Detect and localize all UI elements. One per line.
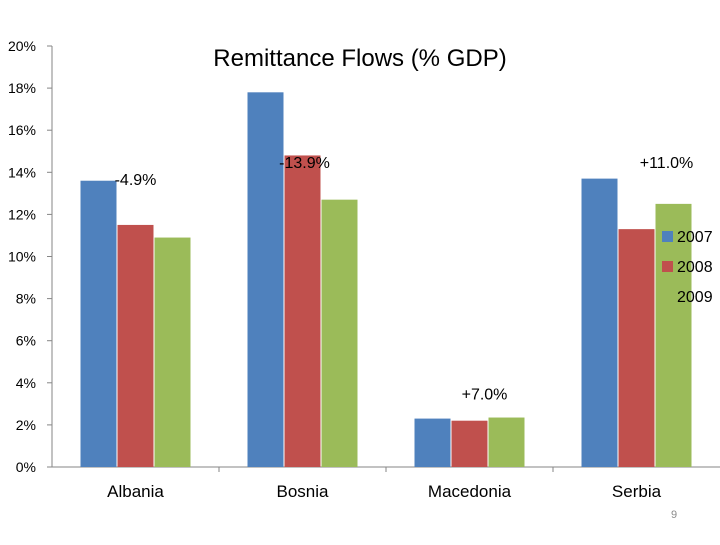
bar-2008-albania xyxy=(117,224,154,467)
y-tick-label: 12% xyxy=(8,206,36,222)
y-tick-label: 18% xyxy=(8,80,36,96)
change-annotation: -4.9% xyxy=(115,172,157,189)
page-number: 9 xyxy=(671,509,677,521)
y-tick-label: 4% xyxy=(16,375,36,391)
change-annotation: +11.0% xyxy=(640,155,694,172)
bar-2008-bosnia xyxy=(284,155,321,467)
x-tick-label: Macedonia xyxy=(428,482,512,501)
chart-axes: 0% 2% 4% 6% 8% 10% 12% 14% 16% 18% 20% xyxy=(8,38,720,475)
y-tick-label: 2% xyxy=(16,417,36,433)
bar-2009-serbia xyxy=(655,203,692,467)
bar-2008-macedonia xyxy=(451,420,488,467)
chart-labels: Albania Bosnia Macedonia Serbia -4.9% -13.9% +… xyxy=(107,155,693,501)
bar-2008-serbia xyxy=(618,229,655,467)
legend-swatch-2008 xyxy=(662,261,673,272)
y-tick-label: 6% xyxy=(16,333,36,349)
change-annotation: -13.9% xyxy=(279,155,330,172)
bar-2007-bosnia xyxy=(247,92,284,467)
y-tick-label: 8% xyxy=(16,291,36,307)
chart-legend: 2007 2008 2009 xyxy=(662,229,713,306)
chart-bars xyxy=(80,92,692,468)
x-tick-label: Bosnia xyxy=(277,482,330,501)
chart-title: Remittance Flows (% GDP) xyxy=(213,45,506,72)
legend-label: 2009 xyxy=(677,289,713,306)
x-tick-label: Serbia xyxy=(612,482,662,501)
x-tick-label: Albania xyxy=(107,482,164,501)
bar-2009-macedonia xyxy=(488,417,525,467)
legend-label: 2008 xyxy=(677,259,713,276)
legend-label: 2007 xyxy=(677,229,713,246)
y-tick-label: 14% xyxy=(8,164,36,180)
legend-swatch-2007 xyxy=(662,231,673,242)
y-tick-label: 10% xyxy=(8,249,36,265)
bar-2009-albania xyxy=(154,237,191,467)
bar-2009-bosnia xyxy=(321,199,358,468)
legend-swatch-2009 xyxy=(662,291,673,302)
bar-2007-serbia xyxy=(581,178,618,468)
y-tick-label: 20% xyxy=(8,38,36,54)
bar-2007-macedonia xyxy=(414,418,451,467)
change-annotation: +7.0% xyxy=(462,387,508,404)
y-tick-label: 16% xyxy=(8,122,36,138)
bar-2007-albania xyxy=(80,180,117,467)
y-tick-label: 0% xyxy=(16,459,36,475)
